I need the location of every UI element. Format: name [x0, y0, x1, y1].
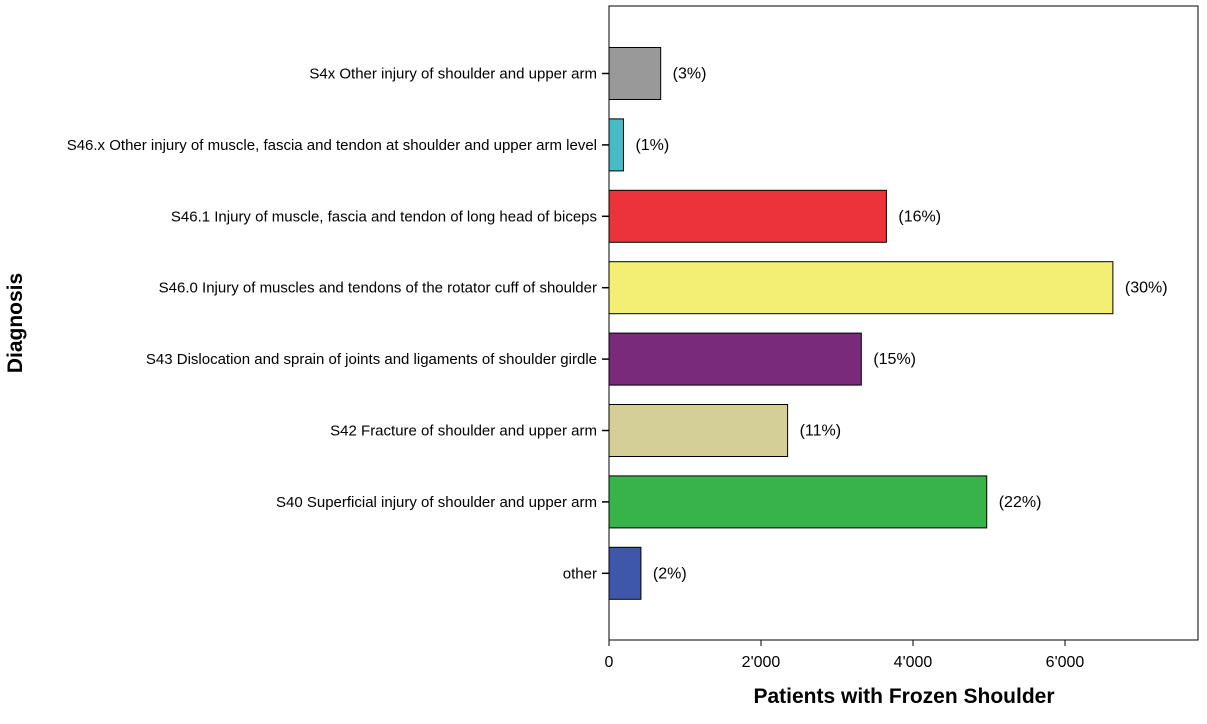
- bar-s40-superficial-injury-of-shoulder-and-u: [608, 475, 988, 529]
- value-label-s43-dislocation-and-sprain-of-joints-and: (15%): [873, 351, 916, 368]
- x-tick-label-0: 0: [605, 654, 614, 671]
- x-axis-title: Patients with Frozen Shoulder: [753, 685, 1054, 708]
- x-tick-label-2: 4'000: [894, 654, 933, 671]
- bar-other: [608, 546, 642, 600]
- value-label-other: (2%): [653, 565, 687, 582]
- bar-s46-x-other-injury-of-muscle-fascia-and-: [608, 118, 624, 172]
- category-label-s46-0-injury-of-muscles-and-tendons-of-t: S46.0 Injury of muscles and tendons of t…: [159, 280, 597, 297]
- category-label-s40-superficial-injury-of-shoulder-and-u: S40 Superficial injury of shoulder and u…: [276, 494, 597, 511]
- category-label-s4x-other-injury-of-shoulder-and-upper-a: S4x Other injury of shoulder and upper a…: [309, 66, 597, 83]
- x-axis-ticks: 0 2'000 4'000 6'000: [605, 640, 1085, 671]
- x-tick-label-3: 6'000: [1046, 654, 1085, 671]
- category-label-s46-x-other-injury-of-muscle-fascia-and-: S46.x Other injury of muscle, fascia and…: [67, 137, 597, 154]
- category-label-other: other: [563, 565, 597, 582]
- value-label-s4x-other-injury-of-shoulder-and-upper-a: (3%): [673, 66, 707, 83]
- bar-s46-1-injury-of-muscle-fascia-and-tendon: [608, 189, 887, 243]
- category-label-s42-fracture-of-shoulder-and-upper-arm: S42 Fracture of shoulder and upper arm: [330, 423, 597, 440]
- category-label-s43-dislocation-and-sprain-of-joints-and: S43 Dislocation and sprain of joints and…: [146, 351, 597, 368]
- bar-s42-fracture-of-shoulder-and-upper-arm: [608, 404, 789, 457]
- y-axis-title: Diagnosis: [4, 273, 27, 373]
- value-label-s46-1-injury-of-muscle-fascia-and-tendon: (16%): [898, 208, 941, 225]
- bar-s43-dislocation-and-sprain-of-joints-and: [608, 332, 862, 386]
- bar-s4x-other-injury-of-shoulder-and-upper-a: [608, 47, 662, 100]
- bars-group: S4x Other injury of shoulder and upper a…: [67, 47, 1168, 600]
- x-tick-label-1: 2'000: [742, 654, 781, 671]
- plot-frame: [608, 5, 1199, 641]
- bar-s46-0-injury-of-muscles-and-tendons-of-t: [608, 261, 1114, 315]
- value-label-s40-superficial-injury-of-shoulder-and-u: (22%): [999, 494, 1042, 511]
- value-label-s46-0-injury-of-muscles-and-tendons-of-t: (30%): [1125, 280, 1168, 297]
- category-label-s46-1-injury-of-muscle-fascia-and-tendon: S46.1 Injury of muscle, fascia and tendo…: [171, 208, 597, 225]
- value-label-s46-x-other-injury-of-muscle-fascia-and-: (1%): [635, 137, 669, 154]
- value-label-s42-fracture-of-shoulder-and-upper-arm: (11%): [800, 423, 842, 440]
